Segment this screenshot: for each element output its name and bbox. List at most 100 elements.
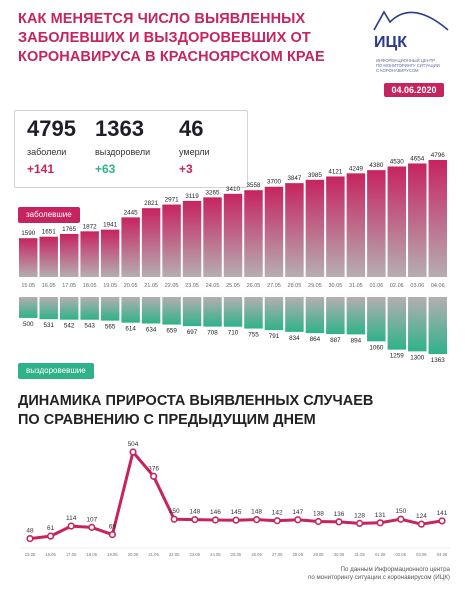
recovered-bar xyxy=(223,297,243,327)
stat-label: выздоровели xyxy=(95,147,151,157)
line-x-tick-label: 26.05 xyxy=(251,552,262,557)
sick-bar xyxy=(100,229,120,277)
recovered-value-label: 887 xyxy=(330,337,341,344)
legend-sick: заболевшие xyxy=(18,207,80,223)
recovered-bar xyxy=(408,297,427,352)
recovered-bar xyxy=(346,297,366,335)
x-tick-label: 28.05 xyxy=(288,283,302,289)
recovered-value-label: 1300 xyxy=(410,354,425,361)
recovered-bar xyxy=(39,297,58,320)
sick-bar xyxy=(305,179,325,277)
recovered-bar xyxy=(428,297,447,354)
line-value-label: 69 xyxy=(109,524,117,531)
line-x-tick-label: 20.05 xyxy=(128,552,139,557)
line-x-tick-label: 19.05 xyxy=(107,552,118,557)
recovered-value-label: 634 xyxy=(146,327,157,334)
sick-bar xyxy=(162,204,181,277)
recovered-value-label: 834 xyxy=(289,335,300,342)
recovered-value-label: 1259 xyxy=(390,353,405,360)
footer-source: По данным Информационного центра по мони… xyxy=(307,566,450,581)
line-value-label: 150 xyxy=(395,508,406,515)
recovered-value-label: 1363 xyxy=(431,357,446,364)
x-tick-label: 03.06 xyxy=(410,283,424,289)
x-tick-label: 31.05 xyxy=(349,283,363,289)
sick-bar xyxy=(285,183,304,277)
logo-name: ИЦК xyxy=(374,34,407,51)
sick-bar xyxy=(223,193,243,277)
recovered-bar xyxy=(59,297,79,320)
line-x-tick-label: 02.06 xyxy=(396,552,407,557)
line-value-label: 128 xyxy=(354,512,365,519)
line-x-tick-label: 21.05 xyxy=(148,552,159,557)
recovered-value-label: 500 xyxy=(23,321,34,328)
recovered-bar xyxy=(100,297,120,321)
sick-bar xyxy=(39,236,58,277)
sick-value-label: 2445 xyxy=(124,209,139,216)
stat-recovered: 1363 выздоровели +63 xyxy=(95,116,151,177)
sick-value-label: 3847 xyxy=(287,175,302,182)
line-point xyxy=(397,515,405,523)
line-point xyxy=(294,516,302,524)
sick-bar xyxy=(428,160,447,277)
recovered-bar xyxy=(162,297,181,325)
sick-value-label: 4121 xyxy=(328,168,343,175)
line-x-tick-label: 15.05 xyxy=(25,552,36,557)
recovered-value-label: 531 xyxy=(43,322,54,329)
line-point xyxy=(46,532,55,540)
logo-subtitle: ИНФОРМАЦИОННЫЙ ЦЕНТР ПО МОНИТОРИНГУ СИТУ… xyxy=(376,58,440,73)
line-point xyxy=(108,530,116,539)
recovered-value-label: 1060 xyxy=(369,344,384,351)
title-line: ЗАБОЛЕВШИХ И ВЫЗДОРОВЕВШИХ ОТ xyxy=(18,30,311,46)
line-point xyxy=(88,523,96,531)
line-value-label: 136 xyxy=(334,511,345,518)
line-value-label: 504 xyxy=(128,441,139,448)
sick-bar xyxy=(264,186,284,277)
line-value-label: 48 xyxy=(26,528,34,535)
recovered-bar xyxy=(326,297,345,335)
recovered-value-label: 614 xyxy=(125,326,136,333)
x-tick-label: 22.05 xyxy=(165,283,179,289)
sick-value-label: 3119 xyxy=(185,193,199,200)
sick-bar xyxy=(326,176,345,277)
line-value-label: 146 xyxy=(210,509,221,516)
line-point xyxy=(150,472,158,480)
recovered-value-label: 543 xyxy=(84,323,95,330)
line-x-tick-label: 31.05 xyxy=(354,552,365,557)
line-point xyxy=(438,517,446,525)
sick-value-label: 4249 xyxy=(349,165,364,172)
sick-value-label: 2971 xyxy=(165,197,180,204)
stat-value: 1363 xyxy=(95,116,144,141)
x-tick-label: 01.06 xyxy=(369,283,383,289)
line-value-label: 148 xyxy=(189,509,200,516)
line-value-label: 107 xyxy=(86,516,97,523)
stats-summary: 4795 заболели +141 1363 выздоровели +63 … xyxy=(14,110,248,188)
sick-value-label: 3410 xyxy=(226,186,241,193)
line-point xyxy=(67,522,75,530)
recovered-value-label: 791 xyxy=(269,333,280,340)
x-tick-label: 21.05 xyxy=(144,283,158,289)
sick-value-label: 1765 xyxy=(62,226,77,233)
line-value-label: 145 xyxy=(231,509,242,516)
stat-delta: +63 xyxy=(95,162,116,176)
line-value-label: 147 xyxy=(292,509,303,516)
stat-sick: 4795 заболели +141 xyxy=(27,117,76,177)
stat-value: 46 xyxy=(179,116,204,141)
x-tick-label: 17.05 xyxy=(62,283,76,289)
sick-value-label: 1590 xyxy=(21,230,36,237)
x-tick-label: 27.05 xyxy=(267,283,281,289)
sick-bar xyxy=(182,200,202,277)
line-chart-title: ДИНАМИКА ПРИРОСТА ВЫЯВЛЕННЫХ СЛУЧАЕВ ПО … xyxy=(18,393,374,428)
x-tick-label: 18.05 xyxy=(83,283,97,289)
line-x-tick-label: 30.05 xyxy=(334,552,345,557)
sick-bar xyxy=(244,190,263,277)
line-value-label: 148 xyxy=(251,509,262,516)
line-x-tick-label: 04.06 xyxy=(437,552,448,557)
recovered-bar xyxy=(285,297,304,332)
line-x-tick-label: 27.05 xyxy=(272,552,283,557)
x-tick-label: 20.05 xyxy=(124,283,138,289)
sick-value-label: 3558 xyxy=(246,182,261,189)
line-value-label: 142 xyxy=(272,510,283,517)
line-value-label: 131 xyxy=(375,512,386,519)
sick-bar xyxy=(80,231,99,277)
